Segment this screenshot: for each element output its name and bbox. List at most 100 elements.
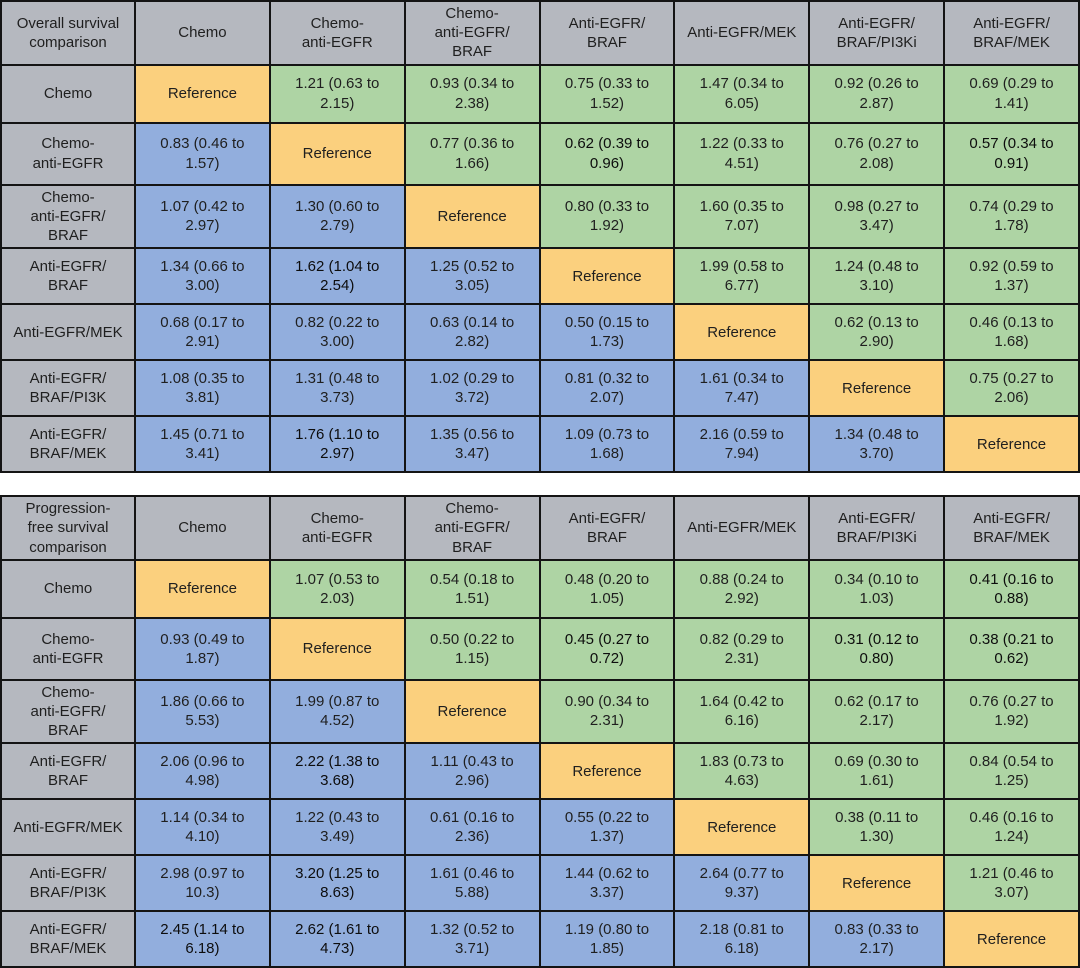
hazard-ratio-cell: 1.47 (0.34 to 6.05) — [673, 63, 811, 124]
hazard-ratio-cell: 0.75 (0.33 to 1.52) — [538, 63, 676, 124]
hazard-ratio-cell: 1.30 (0.60 to 2.79) — [268, 183, 406, 250]
column-header: Chemo — [134, 0, 271, 66]
hazard-ratio-cell: 0.82 (0.29 to 2.31) — [673, 616, 811, 681]
row-header: Anti-EGFR/ BRAF/MEK — [0, 910, 136, 968]
hazard-ratio-cell: 0.92 (0.59 to 1.37) — [943, 247, 1080, 306]
hazard-ratio-cell: 0.77 (0.36 to 1.66) — [403, 121, 541, 186]
hazard-ratio-cell: 2.45 (1.14 to 6.18) — [134, 910, 271, 968]
hazard-ratio-cell: 1.60 (0.35 to 7.07) — [673, 183, 811, 250]
column-header: Anti-EGFR/ BRAF/PI3Ki — [808, 495, 946, 561]
row-header: Anti-EGFR/ BRAF/PI3K — [0, 359, 136, 418]
hazard-ratio-cell: 0.31 (0.12 to 0.80) — [808, 616, 946, 681]
hazard-ratio-cell: 0.76 (0.27 to 1.92) — [943, 678, 1080, 745]
column-header: Chemo- anti-EGFR/ BRAF — [403, 495, 541, 561]
reference-cell: Reference — [538, 742, 676, 801]
hazard-ratio-cell: 0.88 (0.24 to 2.92) — [673, 558, 811, 619]
row-header: Anti-EGFR/ BRAF/MEK — [0, 415, 136, 474]
reference-cell: Reference — [403, 183, 541, 250]
hazard-ratio-cell: 0.46 (0.16 to 1.24) — [943, 798, 1080, 857]
hazard-ratio-cell: 1.86 (0.66 to 5.53) — [134, 678, 271, 745]
hazard-ratio-cell: 0.81 (0.32 to 2.07) — [538, 359, 676, 418]
reference-cell: Reference — [943, 415, 1080, 474]
row-header: Chemo- anti-EGFR/ BRAF — [0, 678, 136, 745]
column-header: Chemo- anti-EGFR — [268, 495, 406, 561]
hazard-ratio-cell: 1.31 (0.48 to 3.73) — [268, 359, 406, 418]
hazard-ratio-cell: 0.62 (0.13 to 2.90) — [808, 303, 946, 362]
hazard-ratio-cell: 1.02 (0.29 to 3.72) — [403, 359, 541, 418]
hazard-ratio-cell: 0.82 (0.22 to 3.00) — [268, 303, 406, 362]
hazard-ratio-cell: 2.98 (0.97 to 10.3) — [134, 854, 271, 913]
hazard-ratio-cell: 1.25 (0.52 to 3.05) — [403, 247, 541, 306]
reference-cell: Reference — [134, 63, 271, 124]
table-row: Chemo- anti-EGFR 0.83 (0.46 to 1.57) Refer… — [0, 121, 1080, 186]
header-row: Overall survival comparison Chemo Chemo- a… — [0, 0, 1080, 66]
reference-cell: Reference — [134, 558, 271, 619]
hazard-ratio-cell: 0.83 (0.46 to 1.57) — [134, 121, 271, 186]
hazard-ratio-cell: 0.62 (0.39 to 0.96) — [538, 121, 676, 186]
hazard-ratio-cell: 0.75 (0.27 to 2.06) — [943, 359, 1080, 418]
column-header: Anti-EGFR/ BRAF/MEK — [943, 495, 1080, 561]
hazard-ratio-cell: 1.62 (1.04 to 2.54) — [268, 247, 406, 306]
hazard-ratio-cell: 3.20 (1.25 to 8.63) — [268, 854, 406, 913]
hazard-ratio-cell: 0.80 (0.33 to 1.92) — [538, 183, 676, 250]
table-row: Chemo Reference 1.07 (0.53 to 2.03) 0.54 (0… — [0, 558, 1080, 619]
row-header: Chemo- anti-EGFR — [0, 616, 136, 681]
reference-cell: Reference — [943, 910, 1080, 968]
hazard-ratio-cell: 1.07 (0.53 to 2.03) — [268, 558, 406, 619]
hazard-ratio-cell: 2.18 (0.81 to 6.18) — [673, 910, 811, 968]
column-header: Anti-EGFR/ BRAF/MEK — [943, 0, 1080, 66]
table-row: Anti-EGFR/ BRAF 1.34 (0.66 to 3.00) 1.62 (… — [0, 247, 1080, 306]
hazard-ratio-cell: 0.41 (0.16 to 0.88) — [943, 558, 1080, 619]
hazard-ratio-cell: 0.69 (0.30 to 1.61) — [808, 742, 946, 801]
hazard-ratio-cell: 0.50 (0.15 to 1.73) — [538, 303, 676, 362]
hazard-ratio-cell: 1.08 (0.35 to 3.81) — [134, 359, 271, 418]
hazard-ratio-cell: 1.09 (0.73 to 1.68) — [538, 415, 676, 474]
table-row: Chemo- anti-EGFR 0.93 (0.49 to 1.87) Refer… — [0, 616, 1080, 681]
hazard-ratio-cell: 1.61 (0.46 to 5.88) — [403, 854, 541, 913]
row-header: Anti-EGFR/ BRAF — [0, 742, 136, 801]
hazard-ratio-cell: 2.64 (0.77 to 9.37) — [673, 854, 811, 913]
row-header: Chemo — [0, 63, 136, 124]
hazard-ratio-cell: 0.63 (0.14 to 2.82) — [403, 303, 541, 362]
hazard-ratio-cell: 1.64 (0.42 to 6.16) — [673, 678, 811, 745]
table-row: Chemo Reference 1.21 (0.63 to 2.15) 0.93 (0… — [0, 63, 1080, 124]
table-title: Progression- free survival comparison — [0, 495, 136, 561]
row-header: Anti-EGFR/ BRAF/PI3K — [0, 854, 136, 913]
row-header: Chemo- anti-EGFR/ BRAF — [0, 183, 136, 250]
hazard-ratio-cell: 2.62 (1.61 to 4.73) — [268, 910, 406, 968]
hazard-ratio-cell: 1.99 (0.58 to 6.77) — [673, 247, 811, 306]
hazard-ratio-cell: 1.76 (1.10 to 2.97) — [268, 415, 406, 474]
hazard-ratio-cell: 1.22 (0.33 to 4.51) — [673, 121, 811, 186]
hazard-ratio-cell: 1.34 (0.48 to 3.70) — [808, 415, 946, 474]
reference-cell: Reference — [538, 247, 676, 306]
hazard-ratio-cell: 0.48 (0.20 to 1.05) — [538, 558, 676, 619]
reference-cell: Reference — [673, 798, 811, 857]
hazard-ratio-cell: 0.90 (0.34 to 2.31) — [538, 678, 676, 745]
hazard-ratio-cell: 1.34 (0.66 to 3.00) — [134, 247, 271, 306]
hazard-ratio-cell: 0.38 (0.11 to 1.30) — [808, 798, 946, 857]
hazard-ratio-cell: 1.14 (0.34 to 4.10) — [134, 798, 271, 857]
table-row: Anti-EGFR/ BRAF/PI3K 1.08 (0.35 to 3.81) 1… — [0, 359, 1080, 418]
hazard-ratio-cell: 0.38 (0.21 to 0.62) — [943, 616, 1080, 681]
table-title: Overall survival comparison — [0, 0, 136, 66]
hazard-ratio-cell: 1.45 (0.71 to 3.41) — [134, 415, 271, 474]
hazard-ratio-cell: 1.22 (0.43 to 3.49) — [268, 798, 406, 857]
reference-cell: Reference — [403, 678, 541, 745]
progression-free-survival-table: Progression- free survival comparison Che… — [0, 495, 1080, 968]
hazard-ratio-cell: 0.45 (0.27 to 0.72) — [538, 616, 676, 681]
hazard-ratio-cell: 1.19 (0.80 to 1.85) — [538, 910, 676, 968]
hazard-ratio-cell: 0.68 (0.17 to 2.91) — [134, 303, 271, 362]
hazard-ratio-cell: 0.69 (0.29 to 1.41) — [943, 63, 1080, 124]
column-header: Chemo- anti-EGFR/ BRAF — [403, 0, 541, 66]
header-row: Progression- free survival comparison Che… — [0, 495, 1080, 561]
hazard-ratio-cell: 1.07 (0.42 to 2.97) — [134, 183, 271, 250]
table-row: Anti-EGFR/ BRAF 2.06 (0.96 to 4.98) 2.22 (… — [0, 742, 1080, 801]
column-header: Chemo — [134, 495, 271, 561]
table-row: Anti-EGFR/ BRAF/MEK 1.45 (0.71 to 3.41) 1.… — [0, 415, 1080, 474]
overall-survival-table: Overall survival comparison Chemo Chemo- a… — [0, 0, 1080, 474]
hazard-ratio-cell: 1.24 (0.48 to 3.10) — [808, 247, 946, 306]
hazard-ratio-cell: 0.57 (0.34 to 0.91) — [943, 121, 1080, 186]
hazard-ratio-cell: 0.76 (0.27 to 2.08) — [808, 121, 946, 186]
hazard-ratio-cell: 1.21 (0.63 to 2.15) — [268, 63, 406, 124]
column-header: Chemo- anti-EGFR — [268, 0, 406, 66]
